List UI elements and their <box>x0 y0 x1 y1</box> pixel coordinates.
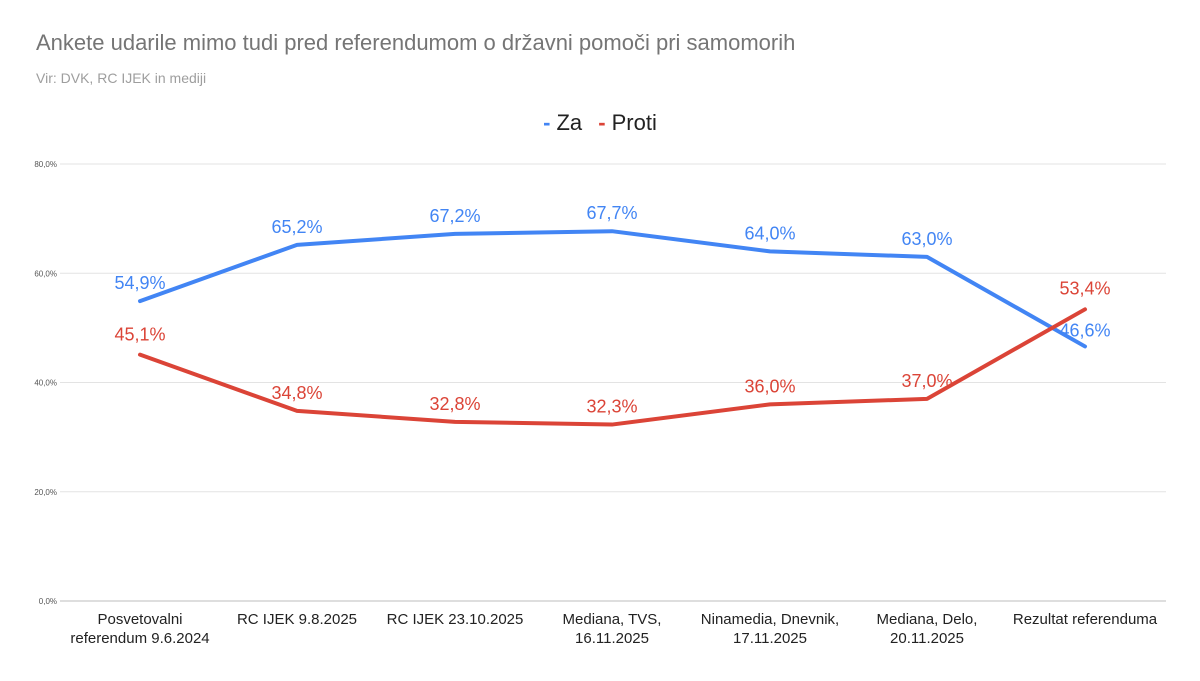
y-tick-label: 80,0% <box>34 160 57 169</box>
legend-swatch-za: - <box>543 110 551 135</box>
x-tick-label-line: RC IJEK 23.10.2025 <box>387 611 524 628</box>
x-tick-label: Ninamedia, Dnevnik, 17.11.2025 <box>701 611 839 647</box>
y-axis-ticks: 0,0% 20,0% 40,0% 60,0% 80,0% <box>34 160 57 606</box>
y-tick-label: 60,0% <box>34 269 57 278</box>
data-label-za: 54,9% <box>114 273 165 293</box>
gridlines <box>60 163 1166 602</box>
data-label-proti: 36,0% <box>744 376 795 396</box>
x-tick-label: Posvetovalni referendum 9.6.2024 <box>70 611 209 647</box>
legend-label-za: Za <box>556 110 583 135</box>
chart-subtitle: Vir: DVK, RC IJEK in mediji <box>36 70 207 86</box>
x-tick-label: Mediana, TVS, 16.11.2025 <box>563 611 662 647</box>
x-tick-label-line: RC IJEK 9.8.2025 <box>237 611 357 628</box>
y-tick-label: 20,0% <box>34 488 57 497</box>
data-label-za: 46,6% <box>1059 320 1110 340</box>
data-label-za: 65,2% <box>271 217 322 237</box>
data-label-proti: 53,4% <box>1059 278 1110 298</box>
x-tick-label: Rezultat referenduma <box>1013 611 1158 628</box>
series-line-proti <box>138 307 1087 427</box>
x-tick-label: Mediana, Delo, 20.11.2025 <box>877 611 978 647</box>
data-label-za: 67,2% <box>429 206 480 226</box>
legend-item-proti[interactable]: - Proti <box>598 110 657 136</box>
legend-item-za[interactable]: - Za <box>543 110 582 136</box>
y-tick-label: 40,0% <box>34 379 57 388</box>
data-label-proti: 34,8% <box>271 383 322 403</box>
x-tick-label-line: 16.11.2025 <box>575 630 649 647</box>
data-labels: 54,9% 65,2% 67,2% 67,7% 64,0% 63,0% 46,6% 45,1%… <box>114 203 1110 416</box>
x-tick-label-line: Posvetovalni <box>97 611 182 628</box>
x-tick-label-line: 17.11.2025 <box>733 630 807 647</box>
data-label-za: 67,7% <box>586 203 637 223</box>
legend-label-proti: Proti <box>611 110 657 135</box>
data-label-za: 63,0% <box>901 229 952 249</box>
x-axis-ticks: Posvetovalni referendum 9.6.2024 RC IJEK 9… <box>70 611 1157 647</box>
data-label-proti: 37,0% <box>901 371 952 391</box>
chart-legend: - Za - Proti <box>0 110 1200 136</box>
data-label-proti: 32,8% <box>429 394 480 414</box>
series-line-za <box>138 229 1087 349</box>
legend-swatch-proti: - <box>598 110 606 135</box>
x-tick-label: RC IJEK 9.8.2025 <box>237 611 357 628</box>
data-label-proti: 45,1% <box>114 325 165 345</box>
x-tick-label: RC IJEK 23.10.2025 <box>387 611 524 628</box>
series-lines <box>138 229 1087 427</box>
x-tick-label-line: Mediana, TVS, <box>563 611 662 628</box>
data-label-za: 64,0% <box>744 223 795 243</box>
x-tick-label-line: Mediana, Delo, <box>877 611 978 628</box>
x-tick-label-line: Rezultat referenduma <box>1013 611 1158 628</box>
x-tick-label-line: referendum 9.6.2024 <box>70 630 209 647</box>
y-tick-label: 0,0% <box>39 597 57 606</box>
x-tick-label-line: 20.11.2025 <box>890 630 964 647</box>
chart-title: Ankete udarile mimo tudi pred referendum… <box>36 30 796 55</box>
x-tick-label-line: Ninamedia, Dnevnik, <box>701 611 839 628</box>
data-label-proti: 32,3% <box>586 397 637 417</box>
